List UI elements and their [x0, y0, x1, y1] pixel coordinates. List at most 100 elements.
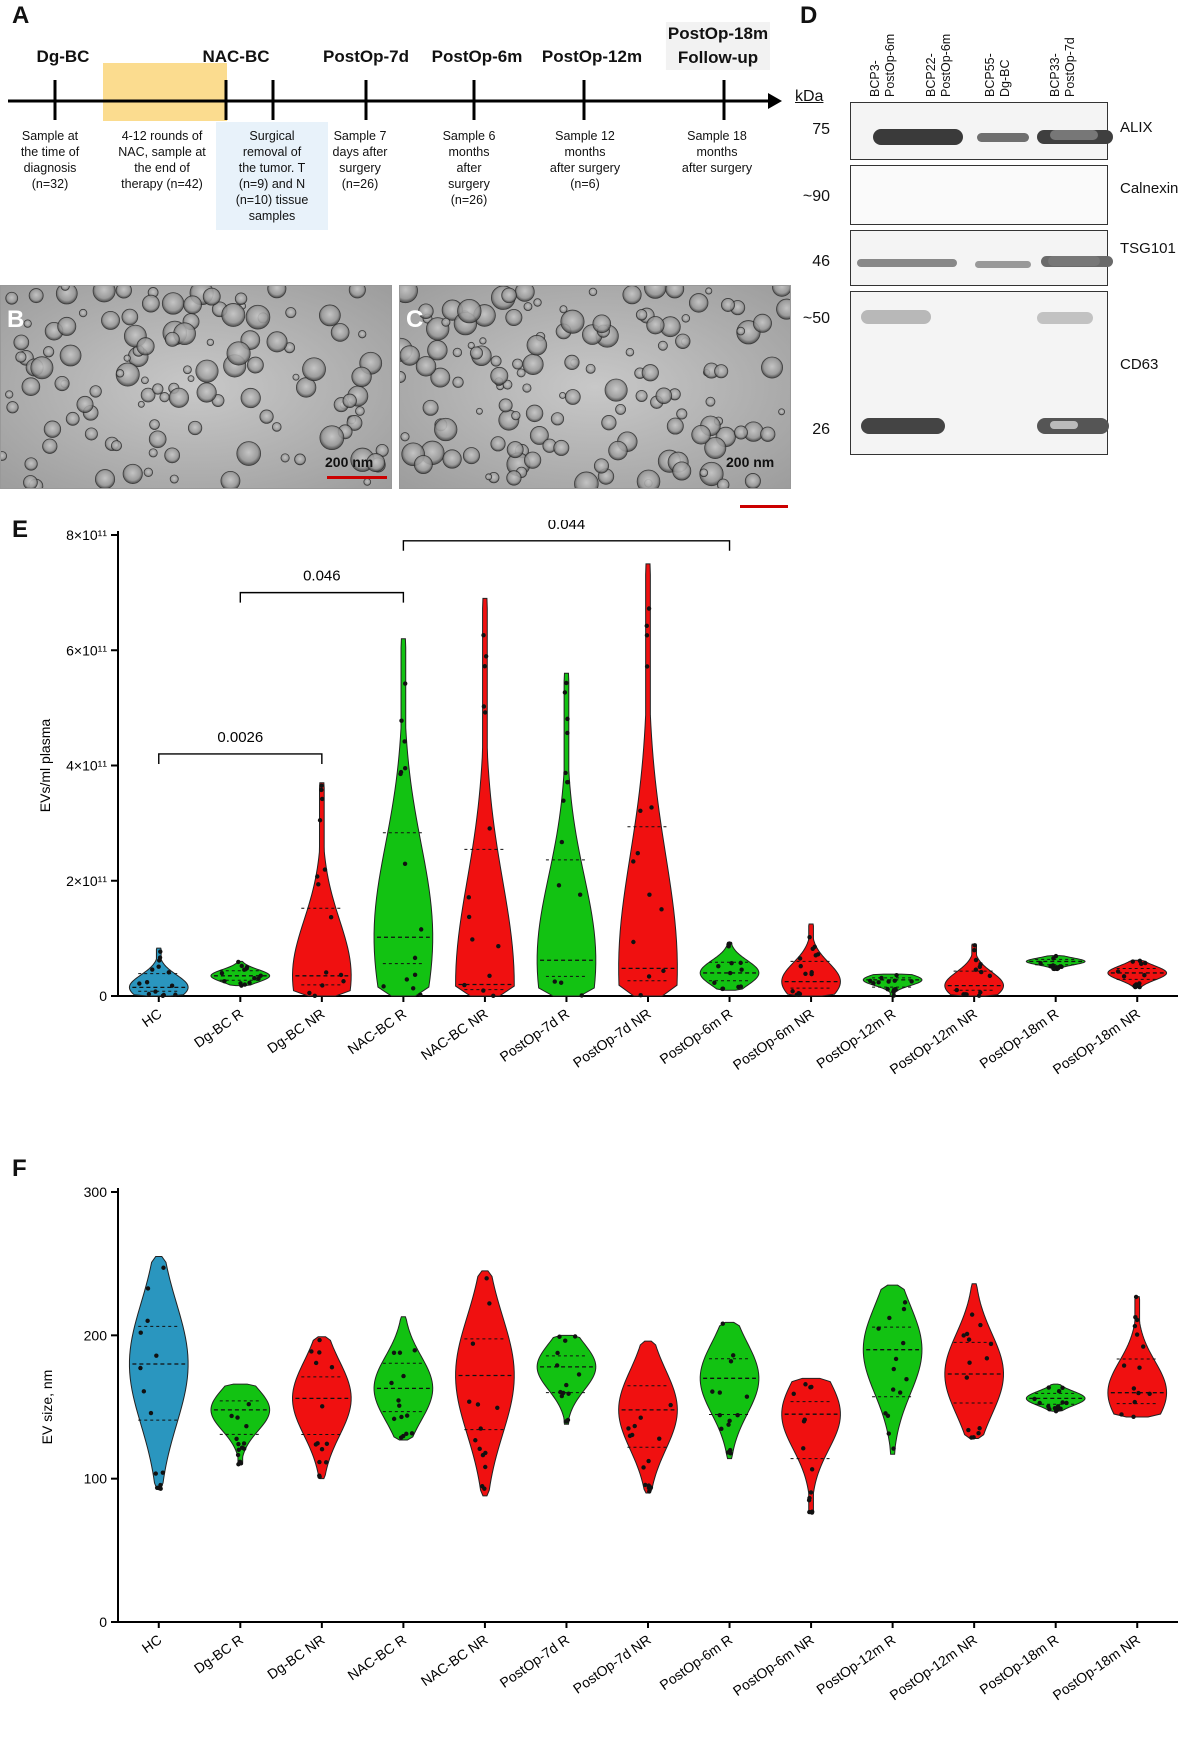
band — [857, 259, 957, 267]
vesicle — [161, 292, 185, 315]
vesicle — [236, 441, 262, 466]
p-value-label: 0.0026 — [217, 729, 263, 746]
vesicle — [149, 419, 160, 430]
vesicle — [705, 287, 713, 295]
data-point — [879, 975, 884, 981]
data-point — [808, 1490, 814, 1495]
data-point — [966, 1337, 972, 1342]
vesicle — [608, 440, 628, 461]
data-point — [1055, 966, 1061, 971]
data-point — [1115, 969, 1121, 974]
data-point — [329, 1365, 335, 1370]
vesicle — [351, 366, 372, 388]
data-point — [307, 990, 312, 996]
data-point — [1032, 1396, 1037, 1402]
vesicle — [760, 426, 776, 442]
data-point — [735, 1413, 740, 1418]
data-point — [644, 623, 649, 629]
data-point — [160, 993, 166, 999]
data-point — [309, 1349, 314, 1354]
data-point — [638, 993, 643, 998]
kda-marker-75: 75 — [812, 121, 830, 138]
vesicle — [187, 420, 203, 436]
data-point — [234, 1436, 239, 1442]
data-point — [316, 882, 321, 887]
data-point — [403, 681, 408, 686]
vesicle — [505, 308, 523, 327]
data-point — [717, 1390, 723, 1395]
vesicle — [688, 293, 709, 313]
data-point — [559, 1393, 565, 1399]
vesicle — [400, 371, 406, 383]
data-point — [157, 955, 163, 960]
data-point — [904, 1377, 909, 1382]
vesicle — [564, 354, 580, 371]
data-point — [1056, 1389, 1062, 1394]
x-tick-label: PostOp-7d R — [497, 1631, 572, 1691]
data-point — [496, 943, 501, 949]
data-point — [717, 1412, 722, 1418]
stage-title-postop-12m: PostOp-12m — [541, 47, 643, 66]
data-point — [726, 1422, 731, 1427]
stage-desc-nac: 4-12 rounds of NAC, sample at the end of… — [118, 129, 206, 191]
vesicle — [342, 393, 357, 408]
data-point — [576, 1372, 582, 1377]
data-point — [1132, 983, 1138, 988]
kda-marker-46: 46 — [812, 253, 830, 270]
em-micrograph-c: C 200 nm — [399, 285, 791, 489]
data-point — [1048, 964, 1053, 969]
vesicle — [559, 305, 568, 314]
vesicle — [772, 286, 790, 297]
data-point — [328, 915, 334, 920]
vesicle — [776, 298, 790, 320]
data-point — [720, 1321, 725, 1326]
vesicle — [43, 420, 62, 438]
data-point — [744, 1394, 750, 1399]
vesicle — [635, 389, 648, 402]
violin — [455, 1270, 515, 1497]
x-tick-label: PostOp-18m R — [976, 1631, 1061, 1697]
data-point — [141, 1389, 147, 1394]
vesicle — [292, 373, 300, 381]
vesicle — [141, 376, 149, 385]
data-point — [631, 859, 636, 864]
data-point — [146, 991, 152, 997]
violin — [781, 1377, 841, 1514]
vesicle — [65, 411, 80, 426]
x-tick-label: PostOp-7d NR — [570, 1005, 654, 1070]
x-tick-label: PostOp-12m NR — [887, 1005, 980, 1077]
data-point — [809, 1384, 814, 1390]
vesicle — [522, 383, 532, 393]
data-point — [154, 1353, 159, 1358]
data-point — [317, 818, 323, 823]
data-point — [144, 980, 150, 985]
data-point — [891, 1366, 896, 1372]
vesicle — [559, 391, 567, 399]
vesicle — [665, 286, 685, 299]
vesicle — [59, 344, 82, 367]
x-tick-label: Dg-BC R — [191, 1005, 246, 1050]
vesicle — [152, 383, 164, 395]
vesicle — [736, 326, 746, 336]
x-tick-label: NAC-BC NR — [418, 1631, 491, 1689]
data-point — [404, 1413, 410, 1418]
data-point — [554, 1363, 560, 1368]
y-tick-label: 6×10¹¹ — [66, 642, 107, 658]
data-point — [565, 730, 570, 736]
data-point — [964, 1331, 970, 1337]
vesicle — [143, 467, 154, 478]
nac-period-highlight — [103, 63, 227, 121]
data-point — [1136, 1390, 1141, 1396]
data-point — [242, 982, 248, 987]
data-point — [239, 983, 244, 988]
vesicle — [55, 286, 78, 305]
vesicle — [5, 390, 14, 399]
vesicle — [148, 448, 158, 458]
panel-label-b: B — [7, 306, 25, 333]
vesicle — [588, 287, 598, 297]
vesicle — [415, 356, 437, 377]
x-tick-label: Dg-BC R — [191, 1631, 246, 1676]
vesicle — [330, 323, 350, 342]
data-point — [954, 987, 959, 993]
data-point — [886, 1431, 891, 1436]
